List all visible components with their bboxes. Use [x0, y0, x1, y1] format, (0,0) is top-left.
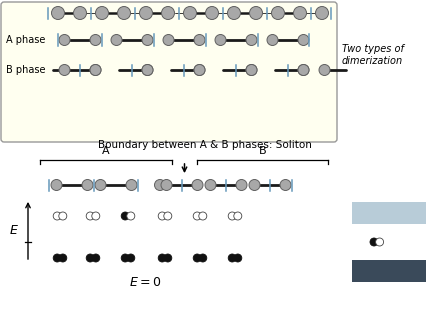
Circle shape [140, 7, 152, 19]
Circle shape [194, 64, 205, 75]
Circle shape [118, 7, 130, 19]
Circle shape [246, 35, 257, 46]
FancyBboxPatch shape [1, 2, 337, 142]
Circle shape [142, 35, 153, 46]
Circle shape [293, 7, 306, 19]
Circle shape [158, 212, 166, 220]
Circle shape [90, 35, 101, 46]
Circle shape [127, 254, 135, 262]
Circle shape [267, 35, 278, 46]
Circle shape [199, 212, 207, 220]
Circle shape [51, 180, 62, 191]
Circle shape [298, 64, 309, 75]
Circle shape [215, 35, 226, 46]
Circle shape [162, 7, 175, 19]
Text: A: A [102, 146, 110, 156]
Circle shape [194, 35, 205, 46]
Circle shape [127, 212, 135, 220]
Circle shape [142, 64, 153, 75]
Circle shape [228, 254, 236, 262]
Circle shape [375, 238, 384, 246]
Circle shape [73, 7, 86, 19]
Circle shape [271, 7, 285, 19]
Circle shape [192, 180, 203, 191]
Circle shape [53, 254, 61, 262]
Circle shape [126, 180, 137, 191]
Circle shape [155, 180, 165, 191]
Circle shape [234, 212, 242, 220]
Bar [352, 260, 426, 282]
Text: Boundary between A & B phases: Soliton: Boundary between A & B phases: Soliton [98, 140, 312, 150]
Circle shape [51, 7, 64, 19]
Circle shape [53, 212, 61, 220]
Circle shape [205, 180, 216, 191]
Circle shape [193, 254, 201, 262]
Circle shape [246, 64, 257, 75]
Circle shape [95, 180, 106, 191]
Circle shape [95, 7, 108, 19]
Circle shape [161, 180, 172, 191]
Circle shape [142, 64, 153, 75]
Circle shape [111, 35, 122, 46]
Text: Two types of
dimerization: Two types of dimerization [342, 44, 404, 66]
Circle shape [82, 180, 93, 191]
Circle shape [193, 212, 201, 220]
Circle shape [90, 64, 101, 75]
Circle shape [228, 7, 241, 19]
Circle shape [59, 254, 67, 262]
Circle shape [236, 180, 247, 191]
Circle shape [121, 254, 129, 262]
Circle shape [164, 212, 172, 220]
Bar [352, 202, 426, 224]
Circle shape [234, 254, 242, 262]
Text: B phase: B phase [6, 65, 45, 75]
Circle shape [249, 180, 260, 191]
Text: $E$: $E$ [9, 225, 19, 237]
Circle shape [163, 35, 174, 46]
Circle shape [90, 64, 101, 75]
Circle shape [59, 64, 70, 75]
Circle shape [59, 212, 67, 220]
Text: B: B [259, 146, 266, 156]
Circle shape [164, 254, 172, 262]
Circle shape [315, 7, 328, 19]
Circle shape [158, 254, 166, 262]
Circle shape [92, 254, 100, 262]
Circle shape [92, 212, 100, 220]
Circle shape [298, 64, 309, 75]
Circle shape [199, 254, 207, 262]
Circle shape [86, 212, 94, 220]
Circle shape [370, 238, 378, 246]
Circle shape [319, 64, 330, 75]
Circle shape [59, 35, 70, 46]
Circle shape [246, 64, 257, 75]
Text: A phase: A phase [6, 35, 45, 45]
Circle shape [228, 212, 236, 220]
Circle shape [250, 7, 263, 19]
Circle shape [298, 35, 309, 46]
Circle shape [280, 180, 291, 191]
Circle shape [121, 212, 129, 220]
Circle shape [206, 7, 219, 19]
Text: $E = 0$: $E = 0$ [129, 275, 161, 289]
Circle shape [194, 64, 205, 75]
Circle shape [184, 7, 197, 19]
Circle shape [86, 254, 94, 262]
